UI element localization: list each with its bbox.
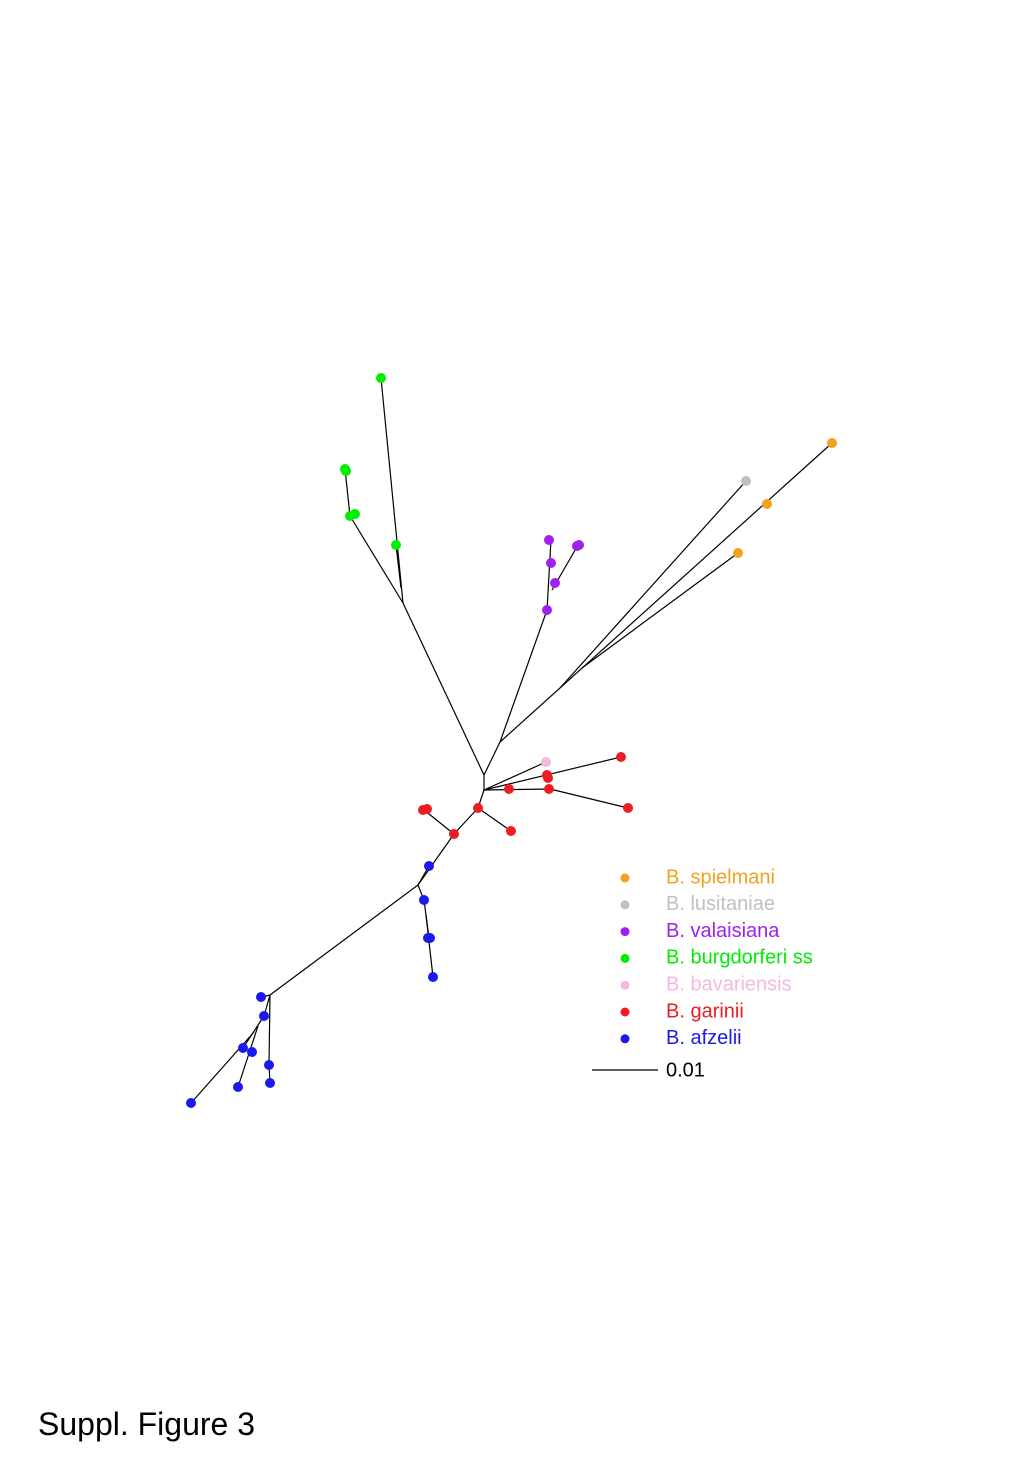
taxon-dot xyxy=(623,803,633,813)
taxon-dot xyxy=(341,466,351,476)
branch xyxy=(344,468,351,517)
branch xyxy=(483,741,501,776)
branch xyxy=(581,552,739,669)
taxon-dot xyxy=(741,476,751,486)
taxon-dot xyxy=(247,1047,257,1057)
taxon-dot xyxy=(428,972,438,982)
branch xyxy=(453,807,479,835)
branch xyxy=(237,1025,259,1088)
taxon-dot xyxy=(424,861,434,871)
legend-label: B. spielmani xyxy=(666,866,775,888)
taxa xyxy=(186,373,837,1108)
branch xyxy=(423,809,455,835)
taxon-dot xyxy=(827,438,837,448)
legend-label: B. garinii xyxy=(666,1000,744,1022)
taxon-dot xyxy=(256,992,266,1002)
legend-marker xyxy=(620,953,630,963)
taxon-dot xyxy=(238,1043,248,1053)
caption: Suppl. Figure 3 xyxy=(38,1406,255,1442)
branch xyxy=(483,756,622,791)
branch xyxy=(546,539,552,611)
taxon-dot xyxy=(543,773,553,783)
legend-label: B. lusitaniae xyxy=(666,893,775,915)
taxon-dot xyxy=(762,499,772,509)
taxon-dot xyxy=(733,548,743,558)
legend-marker xyxy=(620,1034,630,1044)
branch xyxy=(559,480,747,689)
taxon-dot xyxy=(419,895,429,905)
branch xyxy=(402,602,485,776)
branch xyxy=(268,994,271,1066)
taxon-dot xyxy=(391,540,401,550)
branch xyxy=(425,914,434,978)
legend-marker xyxy=(620,900,630,910)
taxon-dot xyxy=(425,933,435,943)
taxon-dot xyxy=(186,1098,196,1108)
taxon-dot xyxy=(376,373,386,383)
branch xyxy=(483,761,547,791)
branch xyxy=(499,442,833,743)
taxon-dot xyxy=(233,1082,243,1092)
branch xyxy=(349,515,404,604)
taxon-dot xyxy=(541,757,551,767)
scale-bar-label: 0.01 xyxy=(666,1059,705,1081)
legend-marker xyxy=(620,980,630,990)
taxon-dot xyxy=(544,535,554,545)
taxon-dot xyxy=(422,804,432,814)
taxon-dot xyxy=(550,578,560,588)
taxon-dot xyxy=(449,829,459,839)
taxon-dot xyxy=(473,803,483,813)
branch xyxy=(477,807,512,832)
branch xyxy=(395,544,402,589)
branch xyxy=(380,377,404,604)
legend-marker xyxy=(620,1007,630,1017)
branch xyxy=(483,788,551,791)
taxon-dot xyxy=(542,605,552,615)
taxon-dot xyxy=(616,752,626,762)
taxon-dot xyxy=(265,1078,275,1088)
taxon-dot xyxy=(259,1011,269,1021)
taxon-dot xyxy=(574,540,584,550)
legend-label: B. burgdorferi ss xyxy=(666,947,813,969)
legend-marker xyxy=(620,927,630,937)
taxon-dot xyxy=(506,826,516,836)
taxon-dot xyxy=(546,558,556,568)
branch xyxy=(499,609,548,743)
branch xyxy=(269,884,419,996)
legend-label: B. bavariensis xyxy=(666,973,792,995)
legend-marker xyxy=(620,873,630,883)
branch xyxy=(417,833,455,886)
taxon-dot xyxy=(264,1060,274,1070)
taxon-dot xyxy=(350,509,360,519)
taxon-dot xyxy=(544,784,554,794)
legend: B. spielmani B. lusitaniae B. valaisiana B.… xyxy=(620,866,813,1049)
branch xyxy=(549,788,629,809)
taxon-dot xyxy=(504,784,514,794)
legend-label: B. afzelii xyxy=(666,1027,742,1049)
legend-label: B. valaisiana xyxy=(666,920,780,942)
